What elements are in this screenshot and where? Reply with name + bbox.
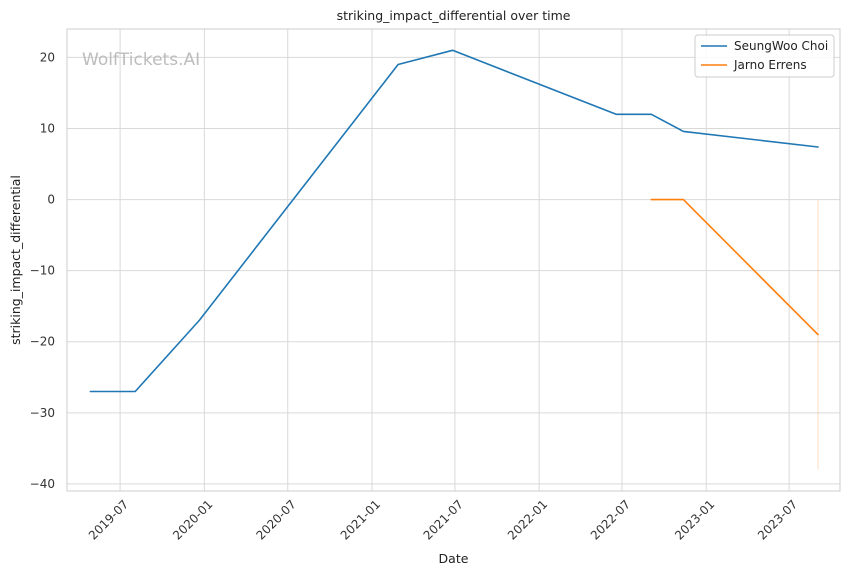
y-tick-label: −10 [30,264,55,278]
series-line-seungwoo-choi [89,49,819,393]
x-tick-label: 2020-01 [170,497,215,542]
x-axis-label: Date [439,551,469,566]
x-tick-label: 2021-07 [421,497,466,542]
plot-frame [66,28,841,492]
legend-label-jarno-errens: Jarno Errens [733,58,807,72]
legend-box [694,34,835,78]
y-tick-label: −40 [30,477,55,491]
x-tick-label: 2022-07 [588,497,633,542]
y-tick-label: 0 [47,193,55,207]
y-tick-label: 10 [40,122,55,136]
chart-title: striking_impact_differential over time [337,8,571,23]
grid [67,29,840,491]
y-axis-label: striking_impact_differential [8,175,23,345]
y-tick-label: −30 [30,406,55,420]
y-tick-label: 20 [40,50,55,64]
legend: SeungWoo Choi Jarno Errens [694,34,835,78]
x-tick-label: 2023-01 [672,497,717,542]
x-tick-label: 2021-01 [338,497,383,542]
watermark: WolfTickets.AI [82,50,200,70]
x-tick-labels: 2019-07 2020-01 2020-07 2021-01 2021-07 2022-… [86,497,800,542]
legend-label-seungwoo-choi: SeungWoo Choi [734,39,828,53]
x-tick-label: 2022-01 [505,497,550,542]
series-line-jarno-errens [650,198,819,336]
y-tick-label: −20 [30,335,55,349]
x-tick-label: 2019-07 [86,497,131,542]
series-layer [89,49,819,393]
x-tick-label: 2020-07 [253,497,298,542]
x-tick-label: 2023-07 [755,497,800,542]
y-tick-labels: 20 10 0 −10 −20 −30 −40 [30,50,55,490]
